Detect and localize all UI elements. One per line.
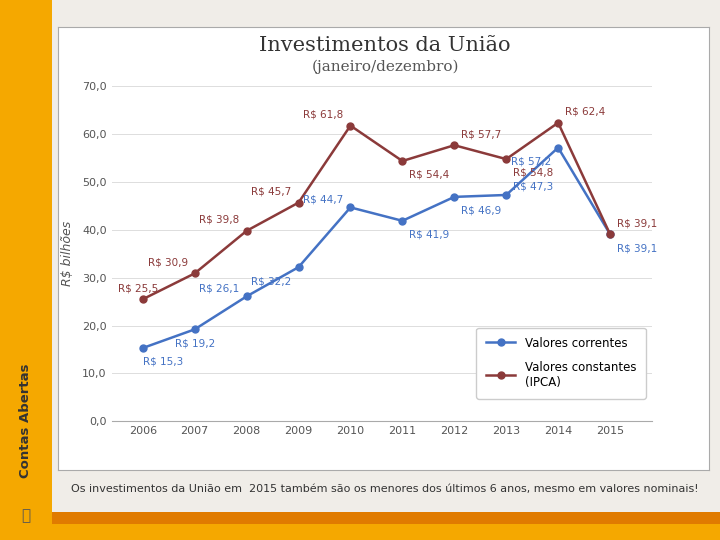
- Text: R$ 15,3: R$ 15,3: [143, 357, 183, 367]
- Valores correntes: [138, 345, 147, 351]
- Valores constantes
(IPCA): [450, 142, 459, 149]
- Text: R$ 25,5: R$ 25,5: [119, 283, 158, 293]
- Valores constantes
(IPCA): [138, 296, 147, 302]
- Text: Investimentos da União: Investimentos da União: [259, 36, 511, 56]
- Text: (janeiro/dezembro): (janeiro/dezembro): [312, 59, 459, 73]
- Text: R$ 45,7: R$ 45,7: [251, 186, 292, 197]
- Valores correntes: [450, 194, 459, 200]
- Valores constantes
(IPCA): [346, 123, 355, 129]
- Text: R$ 26,1: R$ 26,1: [199, 283, 240, 293]
- Valores correntes: [606, 231, 614, 238]
- Valores constantes
(IPCA): [606, 231, 614, 238]
- Valores constantes
(IPCA): [398, 158, 407, 164]
- Valores constantes
(IPCA): [502, 156, 510, 163]
- Line: Valores correntes: Valores correntes: [139, 144, 613, 352]
- Text: R$ 30,9: R$ 30,9: [148, 257, 188, 267]
- Valores correntes: [243, 293, 251, 300]
- Text: Ⓜ: Ⓜ: [22, 508, 30, 523]
- Valores constantes
(IPCA): [243, 227, 251, 234]
- Text: R$ 41,9: R$ 41,9: [409, 230, 449, 240]
- Text: R$ 39,1: R$ 39,1: [617, 243, 657, 253]
- Valores correntes: [398, 218, 407, 224]
- Text: R$ 57,2: R$ 57,2: [511, 157, 552, 166]
- Valores constantes
(IPCA): [190, 270, 199, 276]
- Text: R$ 39,1: R$ 39,1: [617, 218, 657, 228]
- Text: Contas Abertas: Contas Abertas: [19, 364, 32, 478]
- Text: R$ 46,9: R$ 46,9: [462, 206, 502, 216]
- Valores correntes: [502, 192, 510, 198]
- Text: R$ 47,3: R$ 47,3: [513, 181, 554, 192]
- Text: Os investimentos da União em  2015 também são os menores dos últimos 6 anos, mes: Os investimentos da União em 2015 também…: [71, 484, 699, 494]
- Text: R$ 44,7: R$ 44,7: [303, 194, 343, 204]
- Text: R$ 61,8: R$ 61,8: [303, 110, 343, 119]
- Valores constantes
(IPCA): [294, 199, 303, 206]
- Legend: Valores correntes, Valores constantes
(IPCA): Valores correntes, Valores constantes (I…: [477, 328, 646, 399]
- Y-axis label: R$ bilhões: R$ bilhões: [60, 221, 73, 286]
- Text: R$ 39,8: R$ 39,8: [199, 215, 240, 225]
- Valores correntes: [294, 264, 303, 271]
- Valores constantes
(IPCA): [554, 119, 562, 126]
- Text: R$ 19,2: R$ 19,2: [174, 338, 215, 348]
- Valores correntes: [190, 326, 199, 333]
- Valores correntes: [554, 144, 562, 151]
- Text: R$ 57,7: R$ 57,7: [462, 129, 502, 139]
- Text: R$ 32,2: R$ 32,2: [251, 276, 292, 286]
- Valores correntes: [346, 204, 355, 211]
- Line: Valores constantes
(IPCA): Valores constantes (IPCA): [139, 119, 613, 303]
- Text: R$ 62,4: R$ 62,4: [565, 106, 606, 117]
- Text: R$ 54,8: R$ 54,8: [513, 168, 554, 178]
- Text: R$ 54,4: R$ 54,4: [409, 170, 449, 180]
